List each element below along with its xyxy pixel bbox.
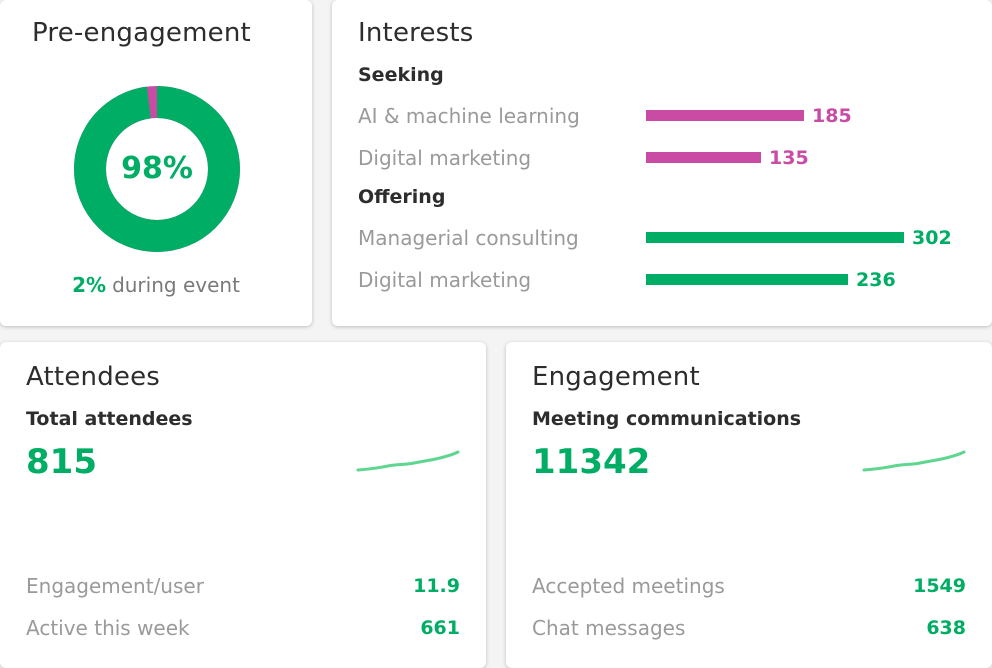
stat-value: 11.9 bbox=[413, 575, 460, 597]
stat-label: Chat messages bbox=[532, 616, 686, 640]
stat-label: Active this week bbox=[26, 616, 190, 640]
during-event-note: 2% during event bbox=[0, 273, 312, 297]
donut-percent-label: 98% bbox=[121, 151, 193, 186]
interest-value: 302 bbox=[912, 227, 952, 249]
interest-value: 236 bbox=[856, 269, 896, 291]
seeking-row-1: Digital marketing 135 bbox=[358, 144, 978, 172]
interests-title: Interests bbox=[358, 18, 474, 48]
interest-value: 185 bbox=[812, 105, 852, 127]
stat-label: Engagement/user bbox=[26, 574, 204, 598]
offering-row-0: Managerial consulting 302 bbox=[358, 224, 978, 252]
stat-value: 661 bbox=[420, 617, 460, 639]
engagement-sparkline bbox=[862, 450, 966, 472]
offering-label: Offering bbox=[358, 186, 446, 208]
interest-bar bbox=[646, 274, 848, 285]
engagement-card: Engagement Meeting communications 11342 … bbox=[506, 342, 992, 668]
interests-card: Interests Seeking AI & machine learning … bbox=[332, 0, 992, 326]
stat-row-active-week: Active this week 661 bbox=[26, 614, 460, 642]
pre-engagement-title: Pre-engagement bbox=[32, 18, 251, 48]
interest-name: Managerial consulting bbox=[358, 226, 579, 250]
attendees-title: Attendees bbox=[26, 362, 161, 392]
during-event-text: during event bbox=[112, 273, 240, 297]
total-attendees-value: 815 bbox=[26, 442, 97, 482]
stat-row-chat-messages: Chat messages 638 bbox=[532, 614, 966, 642]
stat-value: 638 bbox=[926, 617, 966, 639]
engagement-title: Engagement bbox=[532, 362, 700, 392]
pre-engagement-donut-chart bbox=[74, 86, 240, 252]
interest-name: AI & machine learning bbox=[358, 104, 580, 128]
offering-row-1: Digital marketing 236 bbox=[358, 266, 978, 294]
stat-row-engagement-user: Engagement/user 11.9 bbox=[26, 572, 460, 600]
interest-name: Digital marketing bbox=[358, 146, 532, 170]
meeting-communications-label: Meeting communications bbox=[532, 408, 802, 430]
interest-bar bbox=[646, 232, 904, 243]
interest-name: Digital marketing bbox=[358, 268, 532, 292]
stat-value: 1549 bbox=[913, 575, 966, 597]
attendees-card: Attendees Total attendees 815 Engagement… bbox=[0, 342, 486, 668]
pre-engagement-card: Pre-engagement 98% 2% during event bbox=[0, 0, 312, 326]
interest-value: 135 bbox=[769, 147, 809, 169]
interest-bar bbox=[646, 110, 804, 121]
total-attendees-label: Total attendees bbox=[26, 408, 193, 430]
stat-label: Accepted meetings bbox=[532, 574, 725, 598]
seeking-label: Seeking bbox=[358, 64, 444, 86]
attendees-sparkline bbox=[356, 450, 460, 472]
interest-bar bbox=[646, 152, 761, 163]
stat-row-accepted-meetings: Accepted meetings 1549 bbox=[532, 572, 966, 600]
donut-pre-segment bbox=[74, 86, 240, 252]
meeting-communications-value: 11342 bbox=[532, 442, 651, 482]
during-event-percent: 2% bbox=[72, 273, 107, 297]
seeking-row-0: AI & machine learning 185 bbox=[358, 102, 978, 130]
